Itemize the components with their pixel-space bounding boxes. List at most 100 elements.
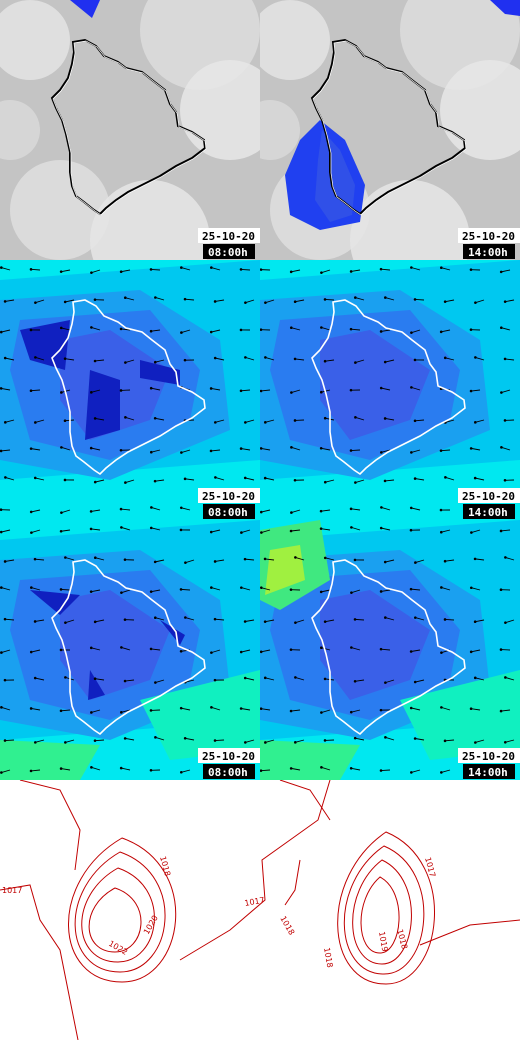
date-label: 25-10-20	[462, 230, 515, 243]
wind-arrow-head	[263, 557, 267, 561]
shade	[140, 670, 260, 760]
wind-arrow-head	[149, 709, 153, 712]
wind-arrow-head	[293, 478, 297, 482]
time-label: 14:00h	[468, 766, 508, 779]
wind-arrow	[501, 529, 511, 532]
shade	[315, 130, 355, 222]
wind-arrow-head	[383, 560, 387, 564]
wind-arrow-head	[294, 741, 297, 744]
wind-arrow	[65, 358, 75, 361]
wind-arrow	[151, 589, 161, 593]
wind-arrow	[91, 709, 101, 713]
isobar-label: 1018	[278, 915, 296, 937]
wind-arrow-head	[410, 386, 413, 389]
isobar	[352, 859, 412, 965]
wind-arrow	[445, 299, 455, 303]
wind-arrow-head	[59, 588, 63, 591]
wind-arrow	[441, 267, 451, 271]
wind-arrow	[415, 679, 425, 683]
wind-arrow-head	[210, 651, 213, 654]
wind-arrow-head	[323, 739, 327, 742]
wind-arrow-head	[409, 706, 413, 710]
wind-arrow-head	[469, 268, 473, 271]
wind-arrow-head	[323, 556, 327, 560]
isobar-label: 1022	[107, 939, 129, 957]
wind-arrow	[385, 559, 395, 563]
wind-arrow-head	[34, 741, 37, 744]
wind-arrow	[95, 619, 105, 623]
wind-arrow-head	[183, 477, 187, 481]
wind-arrow	[94, 739, 105, 742]
wind-arrow	[351, 508, 361, 511]
wind-arrow	[151, 449, 161, 453]
wind-arrow-head	[469, 328, 473, 331]
wind-arrow-head	[124, 361, 127, 364]
wind-arrow-head	[384, 616, 387, 619]
coast-highlight	[312, 40, 467, 216]
wind-arrow	[260, 769, 271, 772]
coast	[51, 559, 206, 736]
wind-arrow	[381, 527, 391, 531]
wind-arrow	[355, 297, 365, 301]
wind-arrow-head	[210, 586, 213, 589]
wind-arrow-head	[380, 451, 383, 454]
wind-arrow	[61, 509, 71, 514]
wind-arrow-head	[289, 648, 293, 651]
wind-arrow-head	[439, 449, 443, 452]
wind-arrow	[181, 707, 191, 711]
wind-arrow-head	[149, 386, 153, 390]
wind-arrow	[185, 559, 195, 564]
wind-arrow	[444, 739, 455, 742]
wind-arrow-head	[239, 707, 243, 710]
wind-arrow	[211, 267, 221, 271]
isobar-label: 1018	[395, 928, 409, 950]
wind-arrow	[471, 649, 481, 653]
wind-arrow	[60, 709, 71, 712]
wind-arrow-head	[93, 620, 97, 624]
wind-arrow-head	[263, 476, 267, 480]
time-box	[203, 504, 255, 519]
wind-arrow-head	[440, 771, 443, 774]
wind-arrow	[155, 617, 165, 621]
wind-arrow	[321, 327, 331, 331]
wind-arrow	[295, 299, 305, 303]
wind-arrow-head	[294, 556, 297, 559]
time-label: 14:00h	[468, 246, 508, 259]
wind-arrow-head	[503, 300, 507, 303]
wind-arrow-head	[213, 617, 217, 621]
wind-arrow	[295, 676, 305, 681]
wind-panel: 25-10-20 14:00h	[260, 520, 520, 780]
wind-arrow	[151, 527, 161, 531]
wind-arrow-head	[383, 417, 387, 420]
wind-arrow-head	[504, 676, 507, 679]
wind-arrow-head	[323, 416, 327, 420]
wind-arrow-head	[384, 681, 387, 684]
isobar	[88, 887, 142, 953]
wind-arrow	[411, 769, 421, 773]
isobar-label: 1017	[2, 886, 22, 895]
shade	[490, 0, 520, 16]
wind-arrow	[295, 358, 305, 361]
wind-arrow	[35, 477, 45, 481]
wind-arrow-head	[179, 706, 183, 710]
wind-arrow-head	[260, 268, 263, 271]
wind-arrow	[61, 269, 71, 273]
wind-arrow	[385, 359, 395, 363]
wind-arrow-head	[499, 648, 503, 651]
wind-arrow-head	[213, 560, 217, 563]
wind-arrow	[385, 679, 395, 684]
wind-arrow	[181, 449, 191, 453]
wind-arrow-head	[354, 416, 357, 419]
wind-arrow	[31, 448, 41, 451]
wind-arrow-head	[120, 526, 123, 529]
wind-arrow	[65, 619, 75, 624]
isobar-label: 1017	[423, 856, 437, 878]
wind-arrow-head	[123, 737, 127, 740]
wind-arrow	[35, 356, 45, 361]
wind-arrow	[31, 529, 41, 534]
wind-arrow	[325, 557, 335, 561]
wind-arrow	[121, 526, 131, 531]
wind-arrow-head	[384, 736, 387, 739]
wind-arrow-head	[290, 511, 293, 514]
cloud	[180, 60, 260, 160]
